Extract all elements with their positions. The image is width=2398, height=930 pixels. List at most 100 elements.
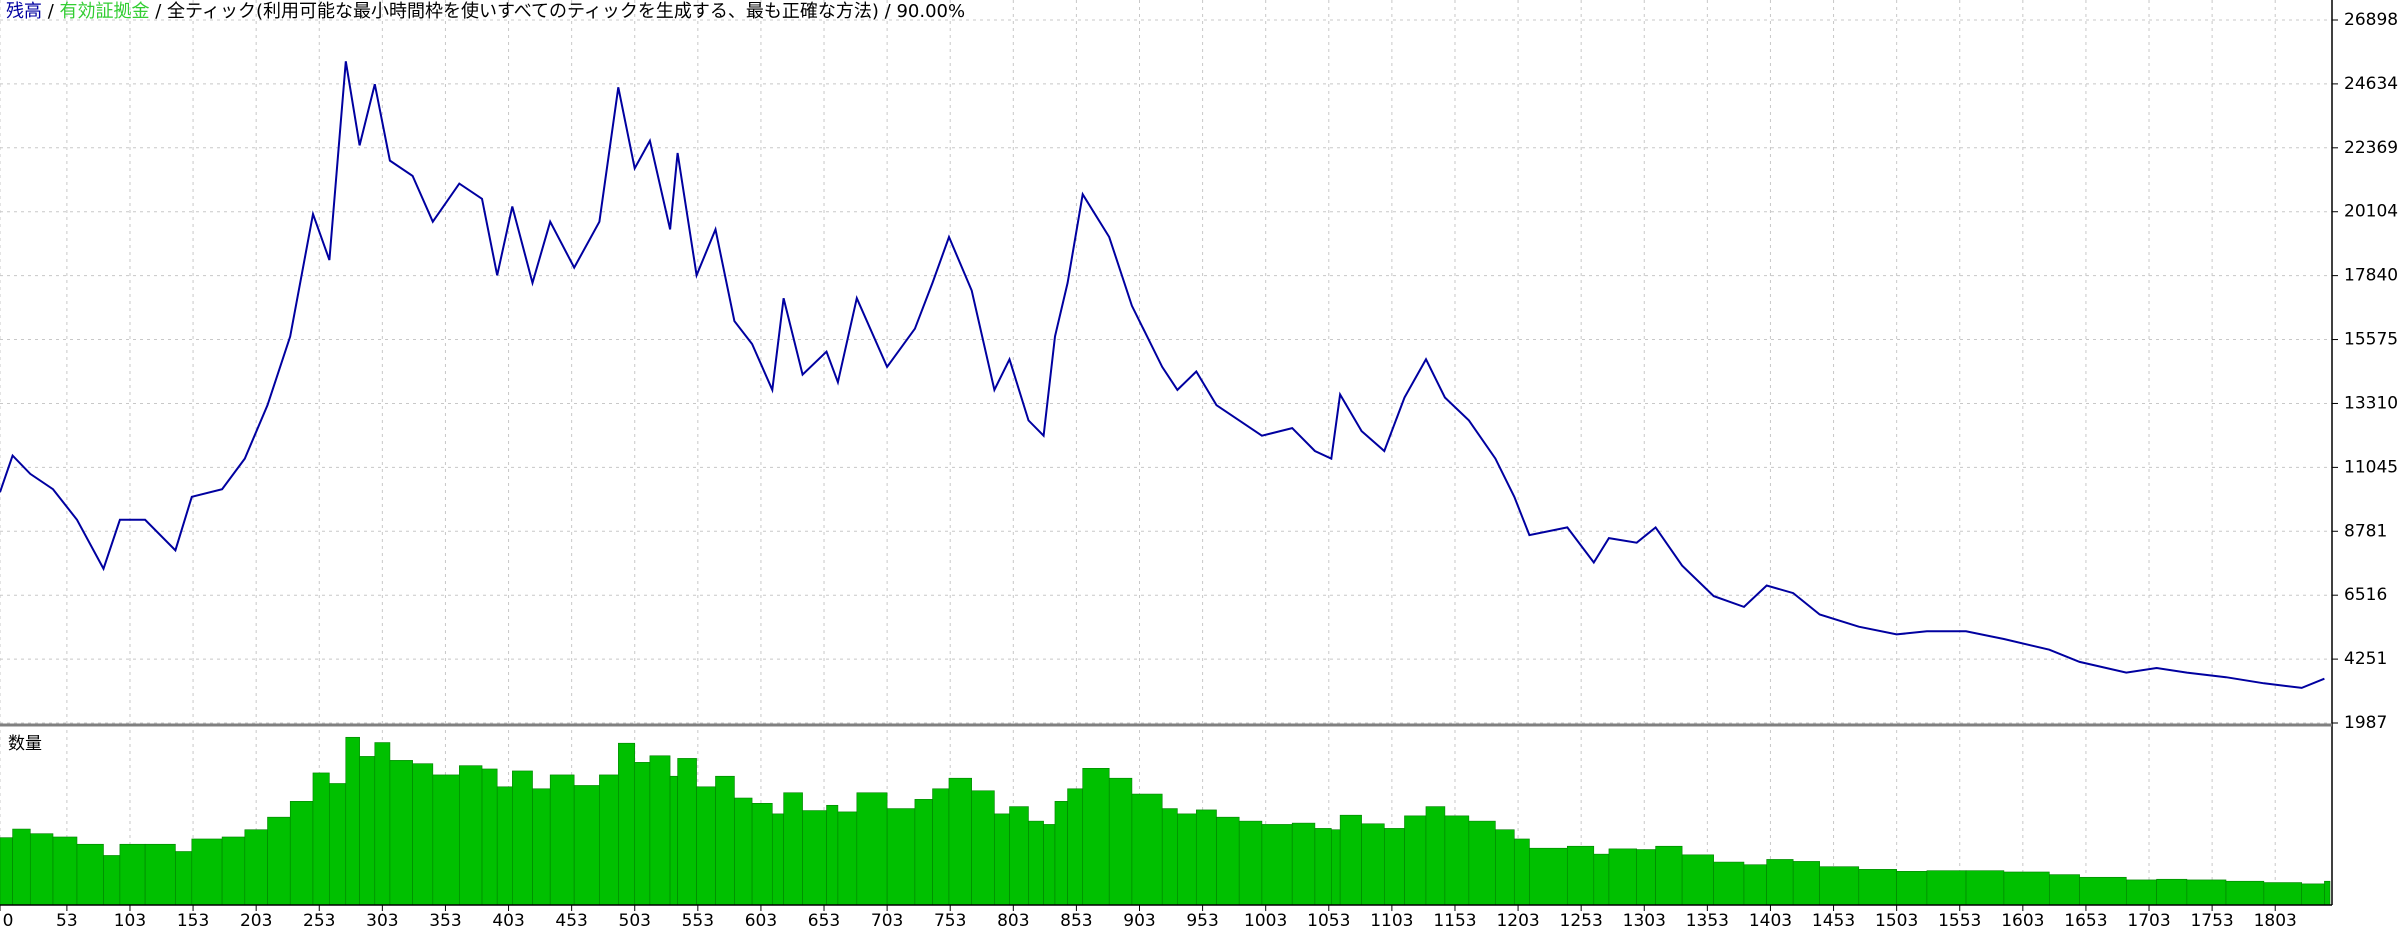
x-tick-label: 1303 bbox=[1623, 911, 1666, 930]
x-tick-label: 1703 bbox=[2127, 911, 2170, 930]
volume-bar bbox=[144, 843, 176, 906]
volume-bar bbox=[496, 786, 513, 906]
volume-bar bbox=[669, 775, 678, 906]
x-tick-label: 1453 bbox=[1812, 911, 1855, 930]
volume-bar bbox=[289, 801, 314, 906]
volume-bar bbox=[1495, 829, 1515, 906]
volume-bar bbox=[549, 774, 575, 906]
x-tick-label: 1103 bbox=[1370, 911, 1413, 930]
volume-bar bbox=[751, 803, 773, 906]
volume-bar bbox=[459, 765, 483, 906]
volume-bar bbox=[1314, 828, 1332, 906]
legend-entry: 有効証拠金 bbox=[59, 1, 150, 22]
volume-bar bbox=[573, 785, 600, 906]
volume-bar bbox=[1238, 820, 1263, 906]
x-tick-label: 53 bbox=[56, 911, 78, 930]
volume-bar bbox=[826, 804, 839, 906]
x-tick-label: 703 bbox=[871, 911, 903, 930]
volume-bar bbox=[599, 774, 619, 906]
volume-bar bbox=[221, 836, 246, 906]
volume-bar bbox=[2049, 874, 2080, 906]
volume-bar bbox=[783, 792, 803, 906]
volume-bar bbox=[0, 837, 13, 906]
volume-bar bbox=[837, 811, 858, 906]
volume-bar bbox=[1792, 861, 1820, 906]
x-tick-label: 1353 bbox=[1686, 911, 1729, 930]
balance-line bbox=[0, 61, 2325, 689]
volume-bar bbox=[1896, 871, 1928, 906]
volume-bar bbox=[856, 792, 888, 906]
volume-bar bbox=[1131, 793, 1163, 906]
volume-bar bbox=[12, 828, 31, 906]
y-tick-label: 26898 bbox=[2344, 10, 2398, 30]
volume-bar bbox=[1043, 824, 1056, 906]
x-tick-label: 1003 bbox=[1244, 911, 1287, 930]
volume-bar bbox=[1593, 853, 1610, 906]
y-tick-label: 22369 bbox=[2344, 138, 2398, 158]
x-tick-label: 1803 bbox=[2254, 911, 2297, 930]
volume-bar bbox=[374, 742, 391, 906]
volume-bar bbox=[1339, 814, 1362, 906]
volume-bar bbox=[1195, 809, 1217, 906]
y-tick-label: 1987 bbox=[2344, 713, 2387, 733]
volume-bar bbox=[1566, 845, 1595, 906]
volume-bar bbox=[1444, 815, 1470, 906]
x-tick-label: 203 bbox=[240, 911, 272, 930]
separator: / bbox=[149, 1, 168, 22]
y-tick-label: 20104 bbox=[2344, 202, 2398, 222]
volume-bar bbox=[1766, 859, 1794, 906]
volume-bar bbox=[1216, 816, 1240, 906]
volume-bar bbox=[1513, 838, 1530, 906]
volume-bar bbox=[715, 775, 735, 906]
volume-bar bbox=[1743, 864, 1767, 906]
x-tick-label: 1553 bbox=[1938, 911, 1981, 930]
volume-bar bbox=[771, 813, 784, 906]
x-tick-label: 1153 bbox=[1433, 911, 1476, 930]
volume-bar bbox=[1608, 848, 1637, 906]
x-tick-label: 1503 bbox=[1875, 911, 1918, 930]
volume-bar bbox=[1067, 788, 1084, 906]
volume-bar bbox=[1361, 823, 1385, 906]
volume-bar bbox=[1054, 801, 1068, 906]
x-tick-label: 803 bbox=[997, 911, 1029, 930]
y-tick-label: 11045 bbox=[2344, 457, 2398, 477]
volume-bar bbox=[2079, 876, 2127, 906]
x-tick-label: 253 bbox=[303, 911, 335, 930]
x-tick-label: 153 bbox=[177, 911, 209, 930]
x-tick-label: 653 bbox=[808, 911, 840, 930]
volume-bar bbox=[634, 762, 651, 906]
volume-bar bbox=[1425, 806, 1446, 906]
y-tick-label: 4251 bbox=[2344, 649, 2387, 669]
volume-bar bbox=[886, 808, 916, 906]
x-tick-label: 1753 bbox=[2190, 911, 2233, 930]
volume-bar bbox=[1926, 870, 1967, 906]
volume-bar bbox=[1291, 822, 1316, 906]
volume-bar bbox=[1681, 854, 1714, 906]
x-tick-label: 753 bbox=[934, 911, 966, 930]
volume-bar bbox=[677, 758, 697, 906]
volume-bar bbox=[1468, 820, 1496, 906]
legend: 残高 / 有効証拠金 / 全ティック(利用可能な最小時間枠を使いすべてのティック… bbox=[6, 0, 965, 24]
x-tick-label: 1403 bbox=[1749, 911, 1792, 930]
x-tick-label: 303 bbox=[366, 911, 398, 930]
volume-bar bbox=[345, 736, 360, 906]
x-tick-label: 1253 bbox=[1560, 911, 1603, 930]
volume-bar bbox=[2003, 871, 2050, 906]
volume-bar bbox=[2156, 878, 2188, 906]
x-tick-label: 503 bbox=[619, 911, 651, 930]
volume-bar bbox=[994, 813, 1010, 906]
volume-bar bbox=[2186, 879, 2227, 906]
volume-bar bbox=[649, 755, 671, 906]
volume-bar bbox=[932, 788, 950, 906]
y-tick-label: 6516 bbox=[2344, 585, 2387, 605]
volume-bar bbox=[175, 851, 193, 906]
y-tick-label: 13310 bbox=[2344, 393, 2398, 413]
volume-bar bbox=[1713, 861, 1745, 906]
x-tick-label: 453 bbox=[555, 911, 587, 930]
volume-bar bbox=[1529, 847, 1568, 906]
quality: 90.00% bbox=[896, 1, 966, 22]
volume-bar bbox=[119, 843, 146, 906]
volume-bar bbox=[2324, 880, 2331, 906]
